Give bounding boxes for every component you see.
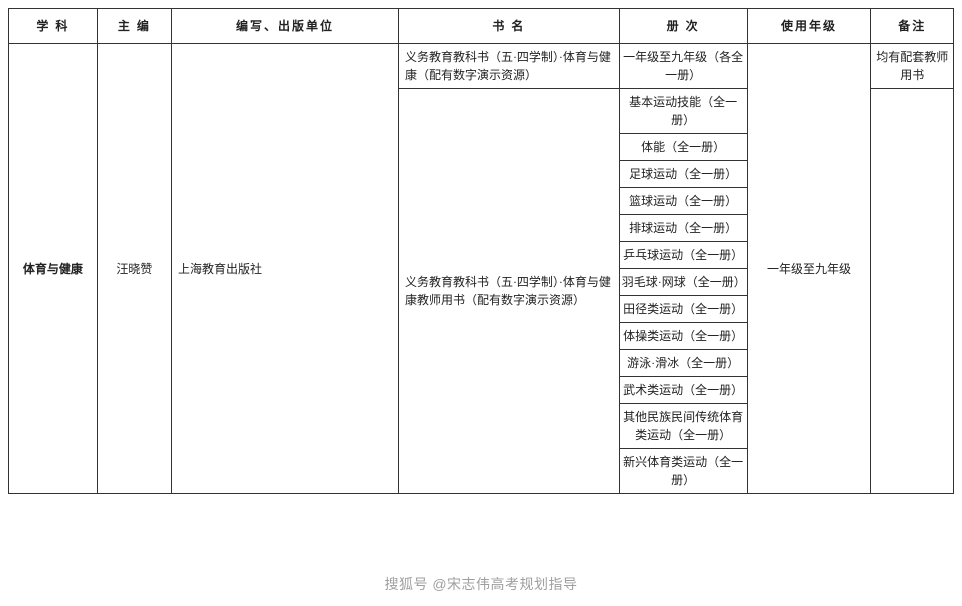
cell-book-1: 义务教育教科书（五·四学制）·体育与健康（配有数字演示资源） [398, 44, 619, 89]
cell-vol: 体能（全一册） [619, 134, 747, 161]
header-grade: 使用年级 [747, 9, 871, 44]
cell-editor: 汪晓赞 [97, 44, 171, 494]
header-subject: 学 科 [9, 9, 98, 44]
cell-vol: 游泳·滑冰（全一册） [619, 350, 747, 377]
cell-publisher: 上海教育出版社 [171, 44, 398, 494]
cell-note-2 [871, 89, 954, 494]
table-row: 体育与健康 汪晓赞 上海教育出版社 义务教育教科书（五·四学制）·体育与健康（配… [9, 44, 954, 89]
header-volume: 册 次 [619, 9, 747, 44]
cell-vol: 乒乓球运动（全一册） [619, 242, 747, 269]
header-note: 备注 [871, 9, 954, 44]
header-row: 学 科 主 编 编写、出版单位 书 名 册 次 使用年级 备注 [9, 9, 954, 44]
cell-grade: 一年级至九年级 [747, 44, 871, 494]
cell-book-2: 义务教育教科书（五·四学制）·体育与健康教师用书（配有数字演示资源） [398, 89, 619, 494]
cell-subject: 体育与健康 [9, 44, 98, 494]
textbook-table: 学 科 主 编 编写、出版单位 书 名 册 次 使用年级 备注 体育与健康 汪晓… [8, 8, 954, 494]
cell-vol: 体操类运动（全一册） [619, 323, 747, 350]
cell-vol: 足球运动（全一册） [619, 161, 747, 188]
cell-vol: 武术类运动（全一册） [619, 377, 747, 404]
header-editor: 主 编 [97, 9, 171, 44]
watermark-text: 搜狐号 @宋志伟高考规划指导 [384, 574, 577, 594]
cell-vol: 田径类运动（全一册） [619, 296, 747, 323]
cell-vol: 新兴体育类运动（全一册） [619, 449, 747, 494]
header-book: 书 名 [398, 9, 619, 44]
table-body: 体育与健康 汪晓赞 上海教育出版社 义务教育教科书（五·四学制）·体育与健康（配… [9, 44, 954, 494]
cell-vol: 其他民族民间传统体育类运动（全一册） [619, 404, 747, 449]
cell-vol: 基本运动技能（全一册） [619, 89, 747, 134]
cell-vol: 篮球运动（全一册） [619, 188, 747, 215]
cell-note-1: 均有配套教师用书 [871, 44, 954, 89]
cell-vol: 排球运动（全一册） [619, 215, 747, 242]
header-publisher: 编写、出版单位 [171, 9, 398, 44]
cell-vol-1: 一年级至九年级（各全一册） [619, 44, 747, 89]
cell-vol: 羽毛球·网球（全一册） [619, 269, 747, 296]
